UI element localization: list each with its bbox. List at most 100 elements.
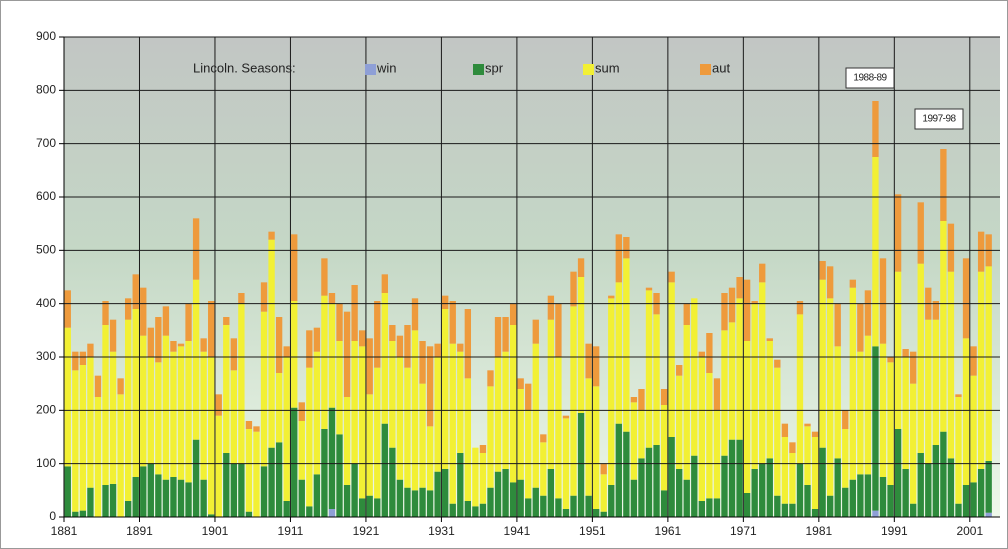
bar-segment: [238, 463, 245, 517]
bar-segment: [555, 498, 562, 517]
bar-segment: [223, 325, 230, 453]
bar-segment: [208, 514, 215, 517]
bar-segment: [721, 330, 728, 456]
bar-segment: [955, 394, 962, 397]
bar-segment: [796, 301, 804, 315]
bar-segment: [200, 479, 207, 517]
bar-segment: [887, 357, 894, 363]
bar-segment: [645, 290, 653, 448]
bar-segment: [660, 389, 668, 405]
bar-segment: [638, 410, 645, 459]
bar-segment: [230, 463, 238, 517]
bar-segment: [630, 479, 638, 517]
bar-segment: [857, 351, 864, 475]
bar-segment: [774, 495, 781, 517]
bar-segment: [132, 309, 139, 477]
bar-segment: [630, 402, 638, 480]
bar-segment: [789, 503, 796, 517]
bar-segment: [691, 298, 698, 456]
bar-segment: [434, 471, 441, 517]
bar-segment: [87, 487, 94, 517]
x-tick-label: 1991: [881, 524, 908, 538]
bar-segment: [177, 346, 185, 480]
bar-segment: [140, 287, 147, 336]
bar-segment: [706, 333, 713, 373]
bar-segment: [72, 511, 79, 517]
bar-segment: [653, 314, 660, 445]
bar-segment: [268, 447, 275, 517]
bar-segment: [381, 293, 388, 424]
bar-segment: [245, 511, 253, 517]
bar-segment: [977, 469, 985, 517]
bar-segment: [434, 343, 441, 357]
bar-segment: [132, 274, 139, 309]
bar-segment: [449, 343, 456, 504]
bar-segment: [781, 503, 789, 517]
bar-segment: [155, 362, 162, 475]
x-tick-label: 1951: [579, 524, 606, 538]
bar-segment: [834, 458, 841, 517]
bar-segment: [917, 263, 924, 453]
bar-segment: [872, 101, 879, 157]
bar-segment: [124, 501, 132, 517]
bar-segment: [985, 512, 992, 517]
bar-segment: [577, 258, 585, 277]
y-tick-label: 0: [49, 509, 56, 523]
bar-segment: [366, 495, 373, 517]
bar-segment: [396, 357, 404, 480]
bar-segment: [509, 482, 517, 517]
bar-segment: [555, 357, 562, 499]
bar-segment: [140, 466, 147, 517]
bar-segment: [343, 397, 351, 485]
bar-segment: [64, 327, 71, 467]
bar-segment: [608, 295, 615, 299]
bar-segment: [743, 279, 751, 341]
bar-segment: [389, 447, 396, 517]
x-tick-label: 1881: [51, 524, 78, 538]
bar-segment: [487, 386, 494, 488]
bar-segment: [864, 290, 872, 336]
bar-segment: [268, 231, 275, 240]
bar-segment: [721, 455, 728, 517]
bar-segment: [804, 426, 811, 485]
bar-segment: [185, 303, 192, 341]
bar-segment: [962, 485, 970, 517]
bar-segment: [547, 295, 555, 320]
bar-segment: [970, 482, 977, 517]
bar-segment: [615, 282, 622, 424]
bar-segment: [87, 357, 94, 488]
bar-segment: [102, 301, 109, 325]
bar-segment: [600, 474, 607, 512]
bar-segment: [532, 319, 539, 344]
bar-segment: [366, 338, 373, 395]
bar-segment: [177, 479, 185, 517]
bar-segment: [374, 367, 381, 499]
bar-segment: [283, 346, 290, 357]
bar-segment: [962, 338, 970, 485]
bar-segment: [79, 351, 87, 365]
bar-segment: [932, 445, 940, 517]
bar-segment: [291, 407, 298, 517]
x-tick-label: 1911: [278, 524, 304, 538]
bar-segment: [253, 431, 260, 517]
bar-segment: [819, 261, 826, 280]
bar-segment: [947, 458, 955, 517]
bar-segment: [291, 234, 298, 301]
bar-segment: [381, 423, 388, 517]
bar-segment: [736, 439, 743, 517]
bar-segment: [343, 311, 351, 397]
bar-segment: [351, 341, 358, 464]
bar-segment: [804, 485, 811, 517]
bar-segment: [615, 423, 622, 517]
bar-segment: [713, 378, 721, 411]
bar-segment: [238, 303, 245, 464]
bar-segment: [79, 510, 87, 517]
bar-segment: [298, 421, 305, 480]
bar-segment: [683, 303, 690, 325]
bar-segment: [743, 341, 751, 493]
bar-segment: [872, 157, 879, 347]
bars: [64, 101, 992, 517]
bar-segment: [547, 469, 555, 517]
bar-segment: [283, 501, 290, 517]
annotation: 1997-98: [922, 114, 956, 125]
